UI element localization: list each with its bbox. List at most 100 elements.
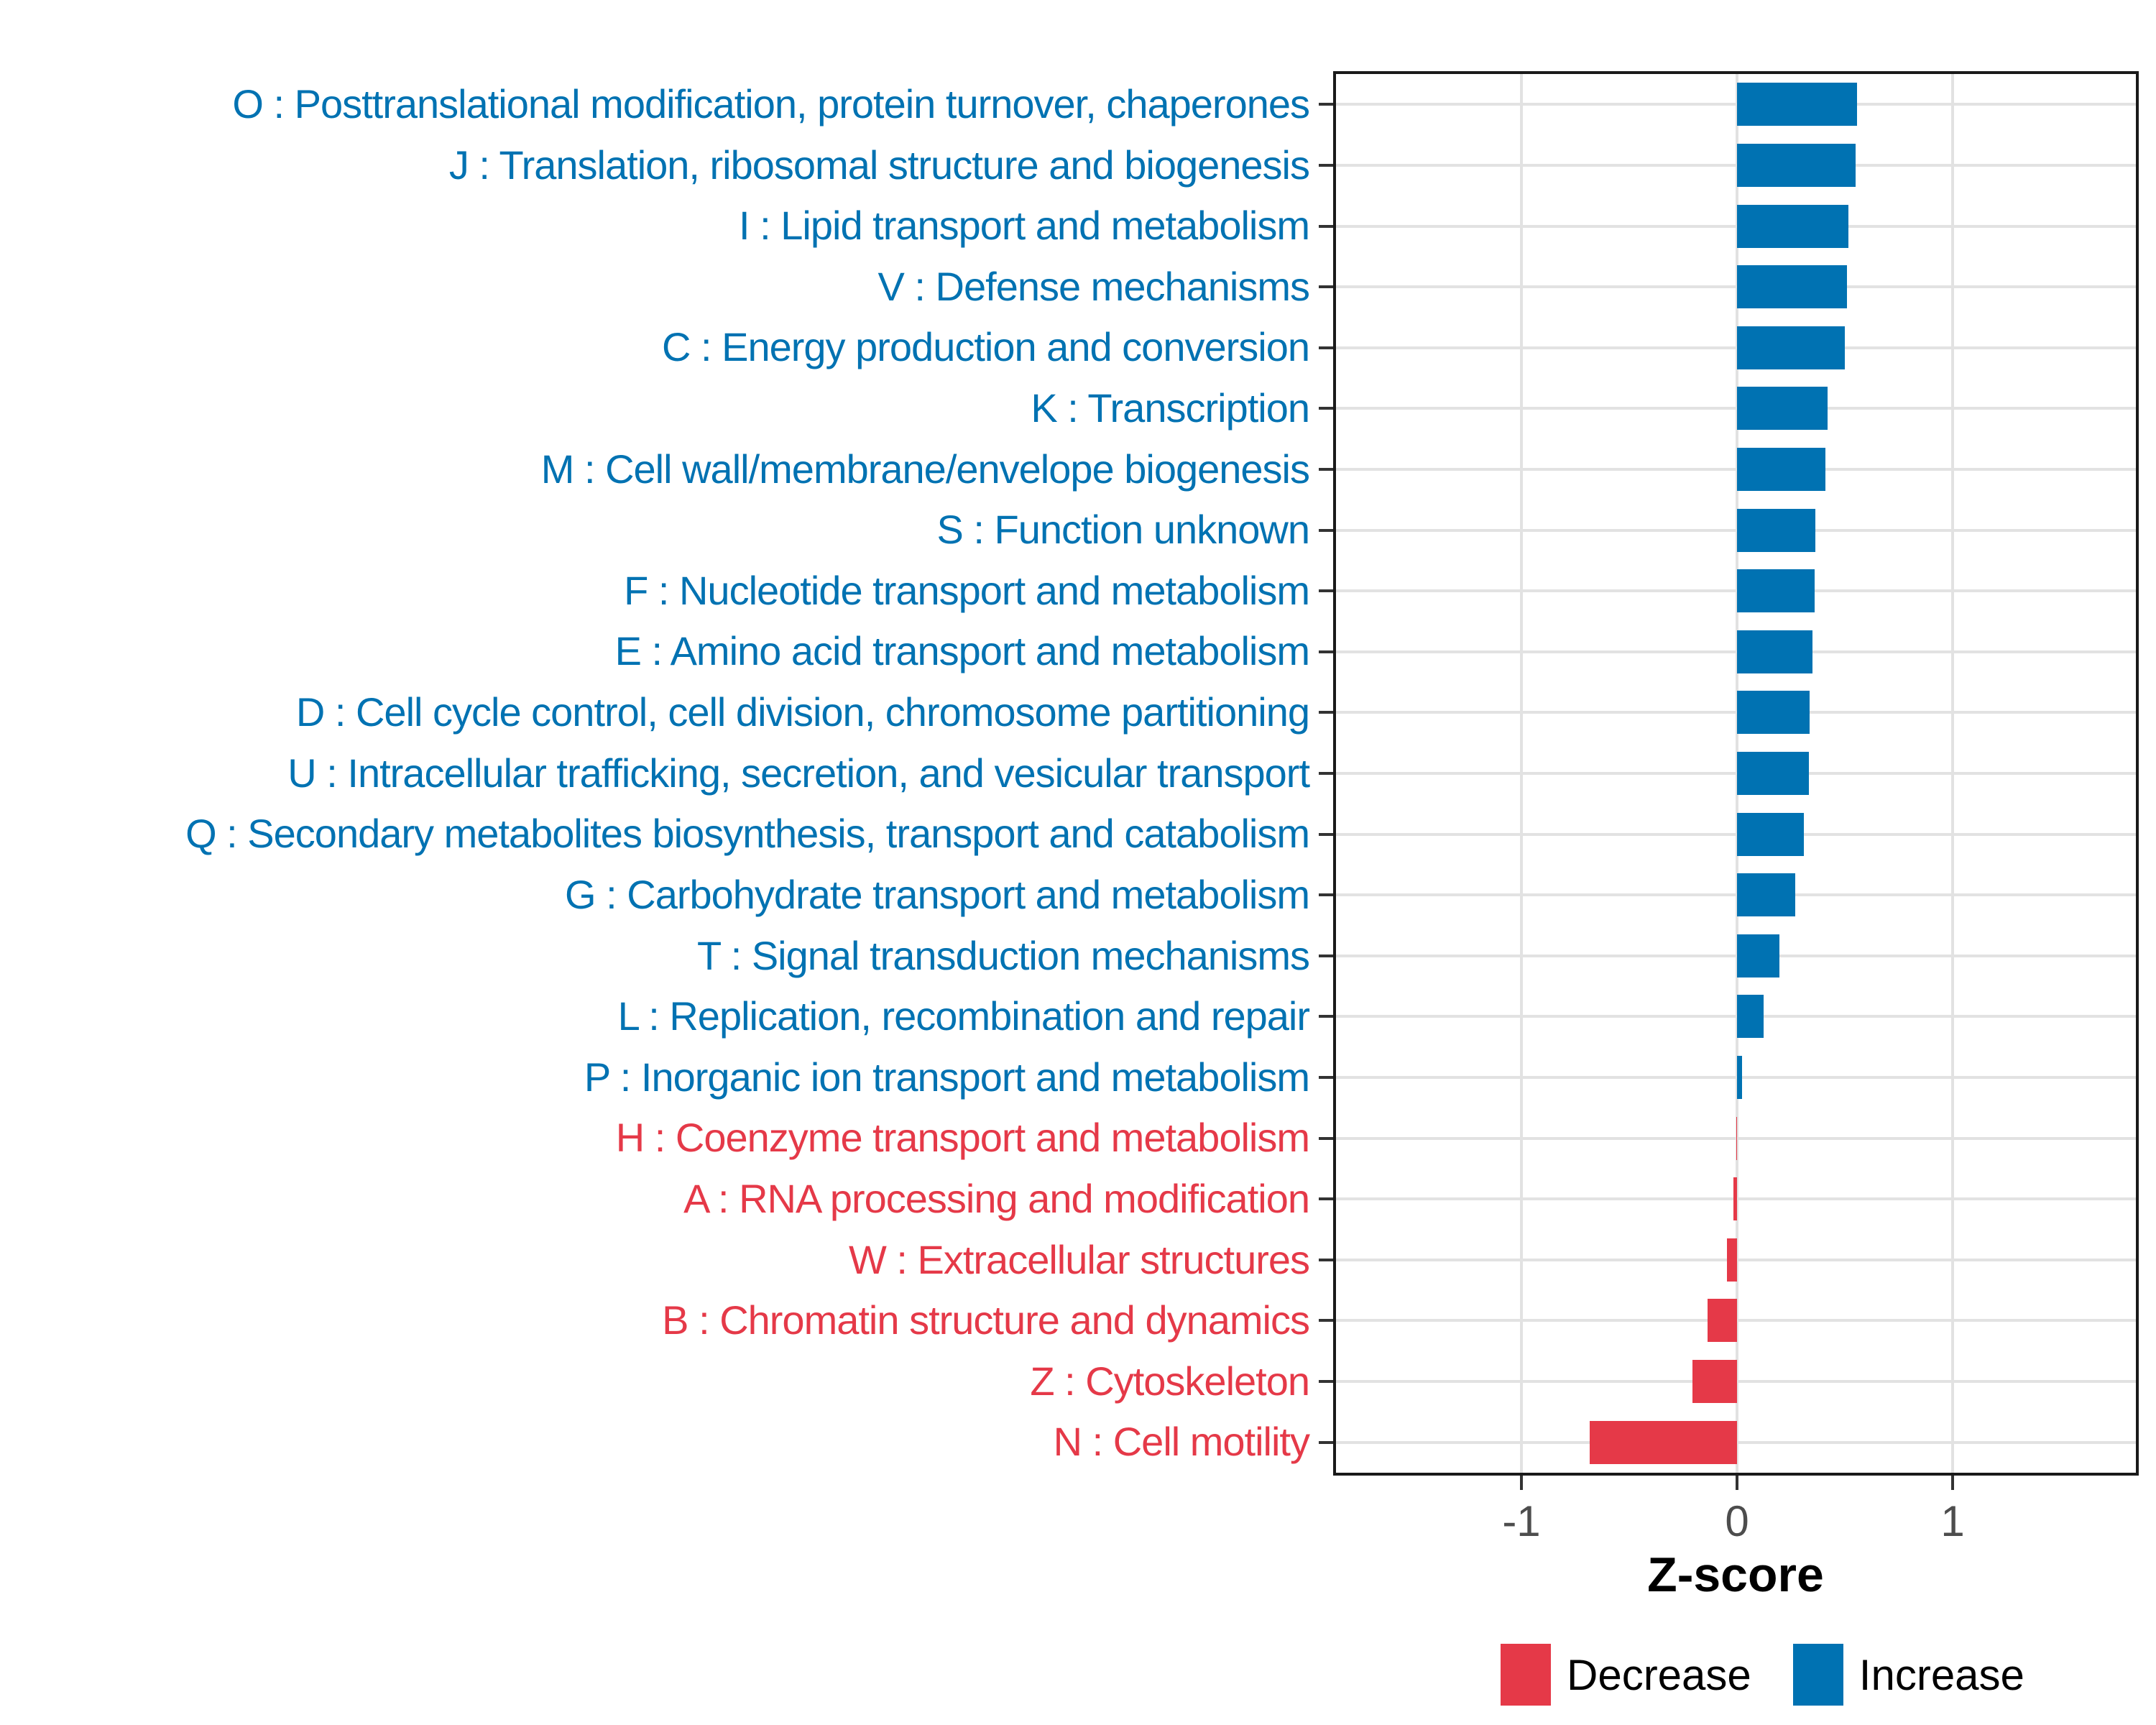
bar-C <box>1737 326 1845 369</box>
bar-T <box>1737 934 1780 978</box>
y-tick-mark <box>1319 1076 1333 1080</box>
y-tick-mark <box>1319 832 1333 836</box>
category-label-E: E : Amino acid transport and metabolism <box>614 628 1310 674</box>
y-tick-mark <box>1319 1380 1333 1384</box>
bar-U <box>1737 752 1809 795</box>
category-label-O: O : Posttranslational modification, prot… <box>232 81 1310 126</box>
legend-swatch-decrease-icon <box>1501 1644 1551 1706</box>
category-label-P: P : Inorganic ion transport and metaboli… <box>584 1054 1310 1100</box>
category-label-U: U : Intracellular trafficking, secretion… <box>287 750 1310 796</box>
category-label-C: C : Energy production and conversion <box>662 324 1310 370</box>
x-tick-label: 1 <box>1940 1497 1965 1545</box>
bar-I <box>1737 204 1848 248</box>
bar-J <box>1737 143 1856 187</box>
category-label-T: T : Signal transduction mechanisms <box>696 932 1310 978</box>
y-tick-mark <box>1319 1319 1333 1322</box>
horizontal-gridline <box>1336 772 2136 775</box>
y-tick-mark <box>1319 711 1333 714</box>
bar-Q <box>1737 812 1804 856</box>
bar-S <box>1737 508 1815 552</box>
bar-Z <box>1692 1360 1737 1404</box>
y-tick-mark <box>1319 650 1333 653</box>
horizontal-gridline <box>1336 407 2136 410</box>
horizontal-gridline <box>1336 163 2136 167</box>
bar-D <box>1737 691 1810 735</box>
y-tick-mark <box>1319 772 1333 775</box>
category-label-W: W : Extracellular structures <box>848 1236 1310 1282</box>
category-label-K: K : Transcription <box>1031 385 1310 431</box>
category-label-G: G : Carbohydrate transport and metabolis… <box>565 871 1310 917</box>
category-label-F: F : Nucleotide transport and metabolism <box>624 567 1310 613</box>
category-label-S: S : Function unknown <box>936 507 1310 553</box>
category-label-B: B : Chromatin structure and dynamics <box>662 1297 1310 1343</box>
bar-M <box>1737 447 1825 491</box>
legend-label-increase: Increase <box>1858 1650 2024 1699</box>
bar-E <box>1737 630 1812 673</box>
horizontal-gridline <box>1336 893 2136 897</box>
y-tick-mark <box>1319 346 1333 349</box>
category-label-M: M : Cell wall/membrane/envelope biogenes… <box>540 446 1310 492</box>
horizontal-gridline <box>1336 346 2136 349</box>
horizontal-gridline <box>1336 711 2136 714</box>
bar-N <box>1590 1420 1737 1464</box>
horizontal-gridline <box>1336 528 2136 532</box>
category-label-L: L : Replication, recombination and repai… <box>617 993 1310 1039</box>
horizontal-gridline <box>1336 103 2136 106</box>
plot-panel <box>1333 71 2139 1476</box>
y-tick-mark <box>1319 1258 1333 1261</box>
x-tick-label: -1 <box>1502 1497 1541 1545</box>
bar-F <box>1737 569 1815 613</box>
y-tick-mark <box>1319 1197 1333 1201</box>
x-tick-label: 0 <box>1725 1497 1749 1545</box>
category-label-N: N : Cell motility <box>1053 1419 1310 1465</box>
y-tick-mark <box>1319 407 1333 410</box>
y-tick-mark <box>1319 589 1333 593</box>
category-label-V: V : Defense mechanisms <box>877 263 1310 309</box>
x-tick-mark <box>1951 1476 1954 1490</box>
bar-K <box>1737 387 1828 431</box>
bar-L <box>1737 995 1764 1039</box>
y-tick-mark <box>1319 1136 1333 1140</box>
horizontal-gridline <box>1336 285 2136 289</box>
horizontal-gridline <box>1336 832 2136 836</box>
horizontal-gridline <box>1336 650 2136 653</box>
horizontal-gridline <box>1336 589 2136 593</box>
x-tick-mark <box>1520 1476 1523 1490</box>
bar-O <box>1737 83 1857 126</box>
bar-H <box>1736 1116 1737 1160</box>
bar-P <box>1737 1056 1743 1100</box>
x-tick-mark <box>1736 1476 1738 1490</box>
bar-G <box>1737 873 1795 917</box>
y-tick-mark <box>1319 467 1333 471</box>
category-label-D: D : Cell cycle control, cell division, c… <box>295 689 1310 735</box>
horizontal-gridline <box>1336 467 2136 471</box>
legend-swatch-increase-icon <box>1792 1644 1843 1706</box>
y-tick-mark <box>1319 163 1333 167</box>
y-tick-mark <box>1319 1440 1333 1444</box>
bar-W <box>1726 1238 1737 1282</box>
category-label-H: H : Coenzyme transport and metabolism <box>615 1115 1310 1161</box>
bar-A <box>1733 1177 1737 1221</box>
y-tick-mark <box>1319 893 1333 897</box>
category-label-Z: Z : Cytoskeleton <box>1030 1358 1310 1404</box>
legend: Decrease Increase <box>1501 1643 2024 1706</box>
y-tick-mark <box>1319 1015 1333 1018</box>
y-tick-mark <box>1319 528 1333 532</box>
category-label-I: I : Lipid transport and metabolism <box>739 203 1310 249</box>
horizontal-gridline <box>1336 224 2136 228</box>
bar-V <box>1737 265 1847 309</box>
y-tick-mark <box>1319 954 1333 957</box>
y-tick-mark <box>1319 224 1333 228</box>
bar-B <box>1707 1299 1737 1343</box>
legend-label-decrease: Decrease <box>1567 1650 1751 1699</box>
y-tick-mark <box>1319 285 1333 289</box>
horizontal-gridline <box>1336 1015 2136 1018</box>
category-label-A: A : RNA processing and modification <box>683 1175 1310 1221</box>
x-axis-title: Z-score <box>1647 1547 1824 1602</box>
horizontal-gridline <box>1336 1076 2136 1080</box>
y-tick-mark <box>1319 103 1333 106</box>
category-label-J: J : Translation, ribosomal structure and… <box>448 142 1310 188</box>
category-label-Q: Q : Secondary metabolites biosynthesis, … <box>185 811 1310 857</box>
horizontal-gridline <box>1336 954 2136 957</box>
